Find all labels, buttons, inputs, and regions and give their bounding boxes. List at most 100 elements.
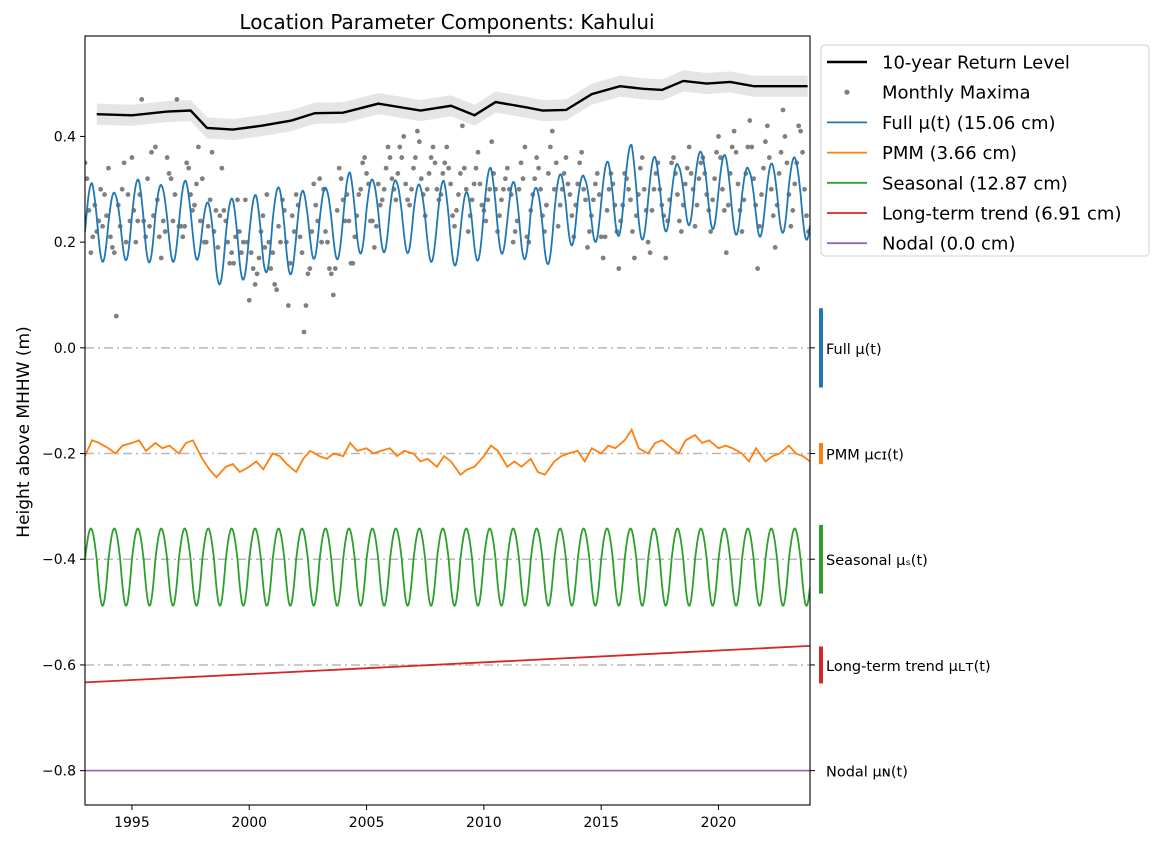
- monthly-maxima-point: [761, 165, 766, 171]
- monthly-maxima-point: [569, 213, 575, 219]
- monthly-maxima-point: [209, 149, 215, 155]
- monthly-maxima-point: [352, 234, 358, 240]
- component-label: PMM μᴄɪ(t): [826, 448, 904, 464]
- monthly-maxima-point: [487, 186, 493, 192]
- monthly-maxima-point: [274, 287, 280, 293]
- monthly-maxima-point: [360, 160, 366, 166]
- monthly-maxima-point: [399, 155, 405, 160]
- monthly-maxima-point: [260, 213, 266, 219]
- legend-label: Monthly Maxima: [882, 83, 1031, 104]
- monthly-maxima-point: [428, 155, 434, 160]
- monthly-maxima-point: [145, 176, 150, 182]
- monthly-maxima-point: [334, 208, 340, 213]
- monthly-maxima-point: [532, 176, 538, 182]
- monthly-maxima-point: [579, 149, 585, 155]
- x-tick-label: 2010: [466, 815, 502, 831]
- monthly-maxima-point: [733, 149, 739, 155]
- x-tick-label: 2005: [349, 815, 385, 831]
- monthly-maxima-point: [577, 160, 583, 166]
- monthly-maxima-point: [85, 160, 88, 166]
- seasonal-line: [85, 527, 810, 607]
- monthly-maxima-point: [710, 197, 716, 203]
- monthly-maxima-point: [389, 176, 395, 182]
- monthly-maxima-point: [350, 260, 356, 266]
- plot-frame: [84, 35, 811, 806]
- monthly-maxima-point: [557, 202, 563, 208]
- monthly-maxima-point: [776, 171, 782, 176]
- monthly-maxima-point: [678, 229, 684, 234]
- monthly-maxima-point: [133, 239, 139, 245]
- monthly-maxima-point: [745, 144, 751, 150]
- x-tick-label: 2020: [701, 815, 737, 831]
- monthly-maxima-point: [510, 239, 516, 245]
- monthly-maxima-point: [475, 149, 481, 155]
- monthly-maxima-point: [221, 208, 227, 213]
- monthly-maxima-point: [409, 186, 414, 192]
- monthly-maxima-point: [104, 213, 109, 219]
- monthly-maxima-point: [479, 202, 485, 208]
- monthly-maxima-point: [772, 245, 778, 250]
- monthly-maxima-point: [330, 292, 336, 298]
- axes: 0.4 0.2 0.0 −0.2 −0.4 −0.6 −0.8 1995 2000 2005 201…: [42, 129, 736, 831]
- monthly-maxima-point: [426, 171, 432, 176]
- monthly-maxima-point: [358, 186, 364, 192]
- y-tick-label: −0.2: [42, 447, 76, 463]
- monthly-maxima-point: [585, 245, 590, 250]
- monthly-maxima-point: [473, 165, 479, 171]
- monthly-maxima-point: [790, 208, 796, 213]
- monthly-maxima-point: [606, 186, 612, 192]
- monthly-maxima-point: [489, 139, 495, 145]
- monthly-maxima-point: [250, 266, 256, 271]
- monthly-maxima-point: [129, 155, 135, 160]
- monthly-maxima-point: [196, 144, 201, 150]
- monthly-maxima-point: [293, 192, 299, 197]
- monthly-maxima-point: [694, 202, 700, 208]
- monthly-maxima-point: [770, 213, 776, 219]
- monthly-maxima-point: [522, 144, 528, 150]
- monthly-maxima-point: [317, 176, 323, 182]
- monthly-maxima-point: [766, 155, 772, 160]
- monthly-maxima-point: [676, 218, 682, 224]
- monthly-maxima-point: [370, 218, 375, 224]
- monthly-maxima-point: [299, 250, 305, 256]
- monthly-maxima-point: [393, 197, 399, 203]
- monthly-maxima-point: [725, 202, 731, 208]
- monthly-maxima-point: [768, 186, 774, 192]
- monthly-maxima-point: [458, 171, 463, 176]
- monthly-maxima-point: [594, 171, 600, 176]
- monthly-maxima-point: [338, 176, 344, 182]
- monthly-maxima-point: [671, 155, 676, 160]
- monthly-maxima-point: [407, 202, 412, 208]
- monthly-maxima-point: [714, 149, 719, 155]
- monthly-maxima-point: [684, 165, 690, 171]
- monthly-maxima-point: [463, 186, 469, 192]
- monthly-maxima-point: [156, 234, 162, 240]
- monthly-maxima-point: [698, 160, 704, 166]
- return-level-line: [96, 79, 808, 131]
- monthly-maxima-point: [147, 223, 152, 229]
- monthly-maxima-point: [285, 303, 291, 308]
- monthly-maxima-point: [567, 192, 573, 197]
- monthly-maxima-point: [336, 165, 342, 171]
- monthly-maxima-point: [647, 250, 653, 256]
- monthly-maxima-point: [327, 266, 332, 271]
- monthly-maxima-point: [240, 239, 246, 245]
- monthly-maxima-point: [416, 139, 422, 145]
- monthly-maxima-point: [213, 208, 219, 213]
- monthly-maxima-point: [602, 234, 608, 240]
- monthly-maxima-point: [401, 134, 407, 139]
- monthly-maxima-point: [432, 160, 438, 166]
- monthly-maxima-point: [800, 149, 805, 155]
- monthly-maxima-point: [174, 97, 180, 102]
- monthly-maxima-point: [485, 197, 491, 203]
- component-label: Long-term trend μʟᴛ(t): [826, 659, 991, 675]
- legend-label: Seasonal (12.87 cm): [882, 173, 1068, 194]
- monthly-maxima-point: [716, 134, 721, 139]
- monthly-maxima-point: [434, 186, 440, 192]
- monthly-maxima-point: [561, 171, 567, 176]
- monthly-maxima-point: [225, 239, 231, 245]
- monthly-maxima-point: [545, 171, 551, 176]
- monthly-maxima-point: [469, 197, 475, 203]
- monthly-maxima-point: [121, 160, 127, 166]
- monthly-maxima-point: [362, 155, 367, 160]
